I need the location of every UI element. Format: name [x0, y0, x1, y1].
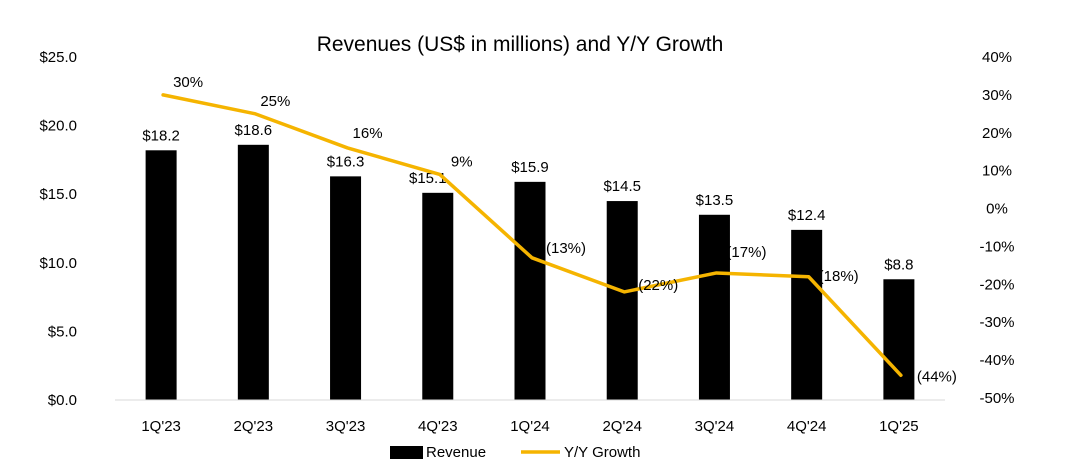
revenue-bar: [330, 176, 362, 400]
right-tick-label: -40%: [979, 352, 1014, 369]
x-tick-label: 2Q'23: [234, 418, 274, 435]
legend: Revenue Y/Y Growth: [390, 444, 640, 461]
x-axis: 1Q'23 2Q'23 3Q'23 4Q'23 1Q'24 2Q'24 3Q'24 4Q'24…: [115, 399, 945, 435]
growth-line-labels: 30% 25% 16% 9% (13%) (22%) (17%) (18%) (44%): [173, 74, 957, 385]
revenue-bar-labels: $18.2 $18.6$16.3$15.1$15.9$14.5$13.5$12.4…: [142, 122, 913, 273]
left-axis: $0.0 $5.0 $10.0 $15.0 $20.0 $25.0: [39, 49, 77, 409]
revenue-bar: [145, 150, 177, 400]
left-tick-label: $25.0: [39, 49, 77, 66]
growth-data-label: (17%): [726, 244, 766, 261]
right-tick-label: -10%: [979, 238, 1014, 255]
revenue-bar: [422, 192, 454, 400]
right-tick-label: -30%: [979, 314, 1014, 331]
legend-revenue-label: Revenue: [426, 444, 486, 461]
left-tick-label: $20.0: [39, 118, 77, 135]
left-tick-label: $0.0: [48, 392, 77, 409]
left-tick-label: $5.0: [48, 323, 77, 340]
revenue-data-label: $13.5: [696, 192, 734, 209]
legend-growth-label: Y/Y Growth: [564, 444, 640, 461]
legend-revenue-swatch: [390, 446, 423, 459]
growth-data-label: 9%: [451, 153, 473, 170]
revenue-bar: [237, 144, 269, 400]
chart-title: Revenues (US$ in millions) and Y/Y Growt…: [317, 33, 724, 56]
revenue-data-label: $15.9: [511, 159, 549, 176]
revenue-bar: [698, 214, 730, 400]
right-tick-label: 0%: [986, 201, 1008, 218]
revenue-bars: [145, 144, 915, 400]
revenue-data-label: $18.6: [235, 122, 273, 139]
growth-data-label: 25%: [260, 93, 290, 110]
left-tick-label: $10.0: [39, 255, 77, 272]
x-tick-label: 1Q'23: [141, 418, 181, 435]
x-tick-label: 2Q'24: [602, 418, 642, 435]
revenue-data-label: $16.3: [327, 153, 365, 170]
right-axis: 40% 30% 20% 10% 0% -10% -20% -30% -40% -50%: [979, 49, 1014, 407]
growth-line-group: [161, 93, 903, 378]
right-tick-label: -50%: [979, 390, 1014, 407]
right-tick-label: 20%: [982, 125, 1012, 142]
revenue-data-label: $18.2: [142, 127, 180, 144]
revenue-bar: [883, 279, 915, 400]
right-tick-label: 30%: [982, 87, 1012, 104]
right-tick-label: 10%: [982, 163, 1012, 180]
x-tick-label: 3Q'23: [326, 418, 366, 435]
growth-line: [161, 93, 903, 378]
revenue-data-label: $8.8: [884, 256, 913, 273]
revenue-data-label: $14.5: [603, 178, 641, 195]
right-tick-label: 40%: [982, 49, 1012, 66]
revenue-bar: [514, 181, 546, 400]
x-tick-label: 3Q'24: [695, 418, 735, 435]
x-tick-label: 4Q'23: [418, 418, 458, 435]
revenue-bar: [791, 229, 823, 400]
growth-data-label: (18%): [819, 268, 859, 285]
revenue-data-label: $12.4: [788, 207, 826, 224]
x-tick-label: 1Q'24: [510, 418, 550, 435]
growth-data-label: 16%: [353, 125, 383, 142]
revenue-bar: [606, 201, 638, 400]
x-tick-label: 4Q'24: [787, 418, 827, 435]
x-tick-label: 1Q'25: [879, 418, 919, 435]
right-tick-label: -20%: [979, 276, 1014, 293]
growth-data-label: (22%): [638, 277, 678, 294]
growth-data-label: (13%): [546, 240, 586, 257]
growth-data-label: (44%): [917, 368, 957, 385]
growth-data-label: 30%: [173, 74, 203, 91]
left-tick-label: $15.0: [39, 186, 77, 203]
